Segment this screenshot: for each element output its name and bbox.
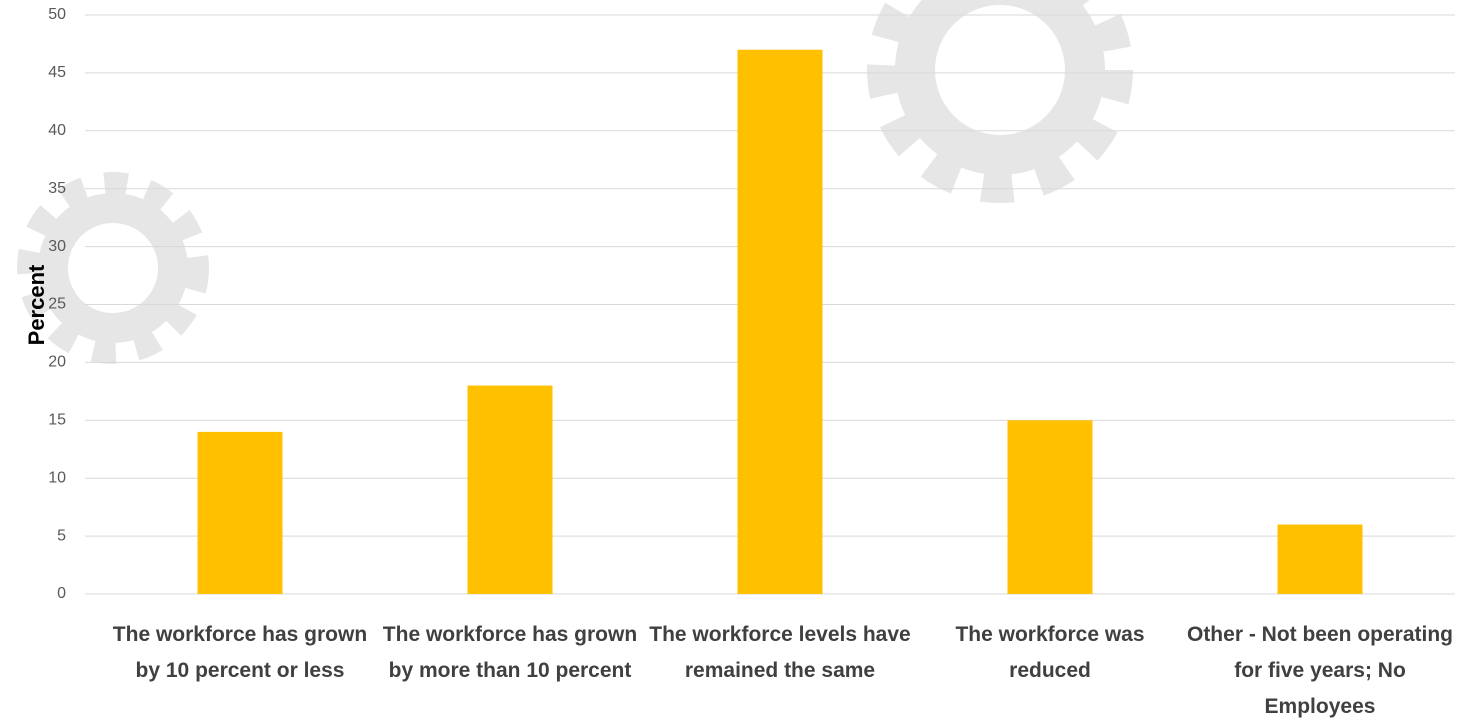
- y-tick-label: 35: [48, 180, 66, 197]
- bar: [467, 385, 553, 594]
- y-tick-label: 15: [48, 412, 66, 429]
- bar: [197, 431, 283, 594]
- y-tick-label: 20: [48, 354, 66, 371]
- x-tick-label: The workforce has grown by more than 10 …: [382, 623, 638, 682]
- y-tick-label: 40: [48, 122, 66, 139]
- y-tick-label: 0: [57, 585, 66, 602]
- bar: [1007, 420, 1093, 594]
- bar: [1277, 524, 1363, 594]
- x-tick-label: The workforce was reduced: [955, 623, 1145, 682]
- bar: [737, 49, 823, 595]
- x-tick-label: The workforce levels have remained the s…: [649, 623, 911, 682]
- y-axis-label: Percent: [24, 264, 49, 345]
- y-tick-label: 50: [48, 6, 66, 23]
- y-tick-label: 30: [48, 238, 66, 255]
- watermark: [17, 0, 1133, 364]
- y-tick-label: 45: [48, 64, 66, 81]
- y-tick-label: 25: [48, 296, 66, 313]
- y-tick-label: 10: [48, 469, 66, 486]
- x-tick-label: Other - Not been operating for five year…: [1186, 623, 1453, 718]
- y-tick-label: 5: [57, 527, 66, 544]
- x-tick-label: The workforce has grown by 10 percent or…: [112, 623, 368, 682]
